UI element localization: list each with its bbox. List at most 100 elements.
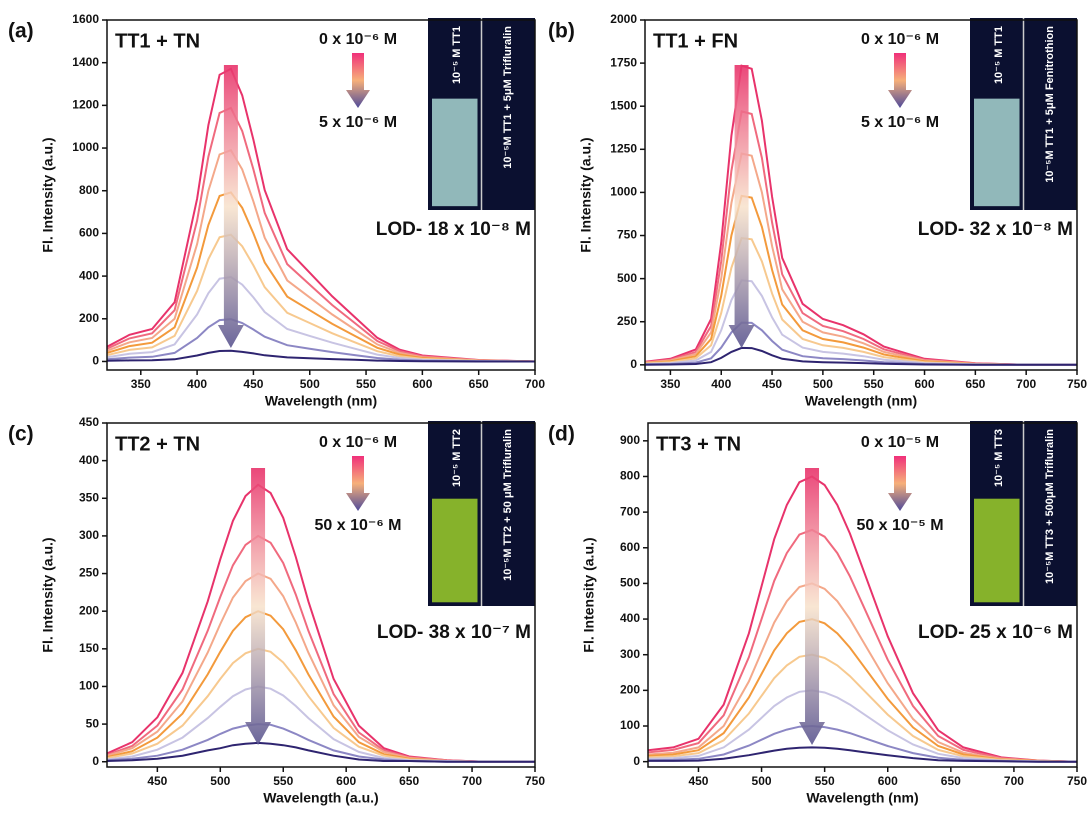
y-tick-label: 400	[79, 268, 99, 282]
x-axis-label: Wavelength (nm)	[805, 393, 917, 409]
spectrum-line	[107, 741, 535, 763]
conc-arrow	[888, 53, 912, 108]
panel-title: TT1 + TN	[115, 30, 200, 52]
x-tick-label: 550	[273, 774, 293, 788]
y-tick-label: 500	[620, 576, 640, 590]
cuvette-glow	[974, 98, 1020, 207]
inset-label: 10⁻⁵M TT2 + 50 μM Trifluralin	[502, 429, 514, 581]
x-tick-label: 550	[864, 377, 884, 391]
inset-label: 10⁻⁵M TT1 + 5μM Trifluralin	[502, 26, 514, 169]
trend-arrow	[799, 468, 826, 745]
y-tick-label: 250	[79, 566, 99, 580]
spectrum-line	[107, 191, 535, 363]
lod-label: LOD- 25 x 10⁻⁶ M	[918, 622, 1073, 643]
conc-end: 5 x 10⁻⁶ M	[861, 114, 939, 131]
y-tick-label: 350	[79, 490, 99, 504]
spectrum-line	[107, 318, 535, 363]
plot-frame	[647, 422, 1078, 768]
conc-end: 50 x 10⁻⁶ M	[315, 517, 402, 534]
y-tick-label: 200	[620, 683, 640, 697]
spectrum-line	[645, 237, 1077, 366]
x-tick-label: 500	[300, 377, 320, 391]
x-tick-label: 650	[941, 774, 961, 788]
conc-start: 0 x 10⁻⁶ M	[861, 31, 939, 48]
spectrum-line	[648, 746, 1077, 763]
x-tick-label: 450	[147, 774, 167, 788]
x-tick-label: 650	[965, 377, 985, 391]
x-tick-label: 750	[525, 774, 545, 788]
spectrum-line	[107, 275, 535, 363]
x-tick-label: 500	[210, 774, 230, 788]
trend-arrow	[217, 65, 244, 348]
inset-label: 10⁻⁵ M TT3	[993, 429, 1005, 487]
conc-end: 50 x 10⁻⁵ M	[856, 517, 943, 534]
y-tick-label: 1000	[72, 140, 99, 154]
cuvette-glow	[432, 98, 478, 207]
spectrum-line	[645, 64, 1077, 366]
spectrum-line	[648, 653, 1077, 763]
x-tick-label: 600	[412, 377, 432, 391]
spectrum-line	[107, 148, 535, 363]
y-tick-label: 0	[630, 357, 637, 371]
y-axis-label: Fl. Intensity (a.u.)	[581, 537, 597, 652]
y-tick-label: 200	[79, 603, 99, 617]
x-tick-label: 400	[711, 377, 731, 391]
y-tick-label: 0	[92, 754, 99, 768]
spectrum-line	[648, 618, 1077, 763]
panel-title: TT3 + TN	[656, 433, 741, 455]
y-tick-label: 400	[620, 611, 640, 625]
y-tick-label: 1600	[72, 12, 99, 26]
spectrum-line	[107, 233, 535, 363]
spectrum-line	[107, 106, 535, 363]
x-tick-label: 600	[878, 774, 898, 788]
x-tick-label: 350	[131, 377, 151, 391]
plot-frame	[644, 19, 1078, 371]
panel-title: TT1 + FN	[653, 30, 738, 52]
y-tick-label: 100	[79, 679, 99, 693]
lod-label: LOD- 32 x 10⁻⁸ M	[918, 219, 1073, 240]
x-tick-label: 700	[525, 377, 545, 391]
y-tick-label: 700	[620, 504, 640, 518]
inset-label: 10⁻⁵M TT3 + 500μM Trifluralin	[1044, 429, 1056, 584]
y-tick-label: 400	[79, 453, 99, 467]
spectrum-line	[645, 152, 1077, 366]
x-tick-label: 650	[469, 377, 489, 391]
y-tick-label: 900	[620, 433, 640, 447]
panel-label: (b)	[548, 20, 575, 43]
spectrum-line	[645, 346, 1077, 366]
panel-label: (d)	[548, 423, 575, 446]
y-tick-label: 600	[79, 226, 99, 240]
y-tick-label: 500	[617, 271, 637, 285]
conc-start: 0 x 10⁻⁶ M	[319, 31, 397, 48]
spectrum-line	[648, 689, 1077, 763]
y-axis-label: Fl. Intensity (a.u.)	[578, 137, 594, 252]
cuvette-glow	[974, 498, 1020, 603]
x-tick-label: 550	[815, 774, 835, 788]
y-axis-label: Fl. Intensity (a.u.)	[40, 137, 56, 252]
spectrum-line	[648, 582, 1077, 763]
panel: 0 250 500 750 1000 1250 1500 1750 2000 350 400 450 5…	[548, 12, 1087, 409]
x-tick-label: 450	[243, 377, 263, 391]
y-tick-label: 1200	[72, 98, 99, 112]
conc-start: 0 x 10⁻⁶ M	[319, 434, 397, 451]
panel: 0 100 200 300 400 500 600 700 800 900 450 500 550 600…	[548, 421, 1087, 806]
conc-end: 5 x 10⁻⁶ M	[319, 114, 397, 131]
y-tick-label: 0	[92, 354, 99, 368]
panel: 0 200 400 600 800 1000 1200 1400 1600 350 400 450 50…	[8, 12, 545, 409]
panel-label: (a)	[8, 20, 34, 43]
spectrum-line	[107, 349, 535, 363]
y-tick-label: 2000	[610, 12, 637, 26]
panel: 0 50 100 150 200 250 300 350 400 450 450 500 550 600 6…	[8, 415, 545, 806]
y-tick-label: 100	[620, 718, 640, 732]
y-tick-label: 1750	[610, 55, 637, 69]
y-tick-label: 750	[617, 228, 637, 242]
x-tick-label: 500	[752, 774, 772, 788]
conc-start: 0 x 10⁻⁵ M	[861, 434, 939, 451]
plot-frame	[106, 19, 536, 371]
x-tick-label: 700	[1004, 774, 1024, 788]
x-tick-label: 600	[915, 377, 935, 391]
y-tick-label: 300	[79, 528, 99, 542]
y-tick-label: 50	[86, 716, 100, 730]
y-tick-label: 800	[620, 469, 640, 483]
